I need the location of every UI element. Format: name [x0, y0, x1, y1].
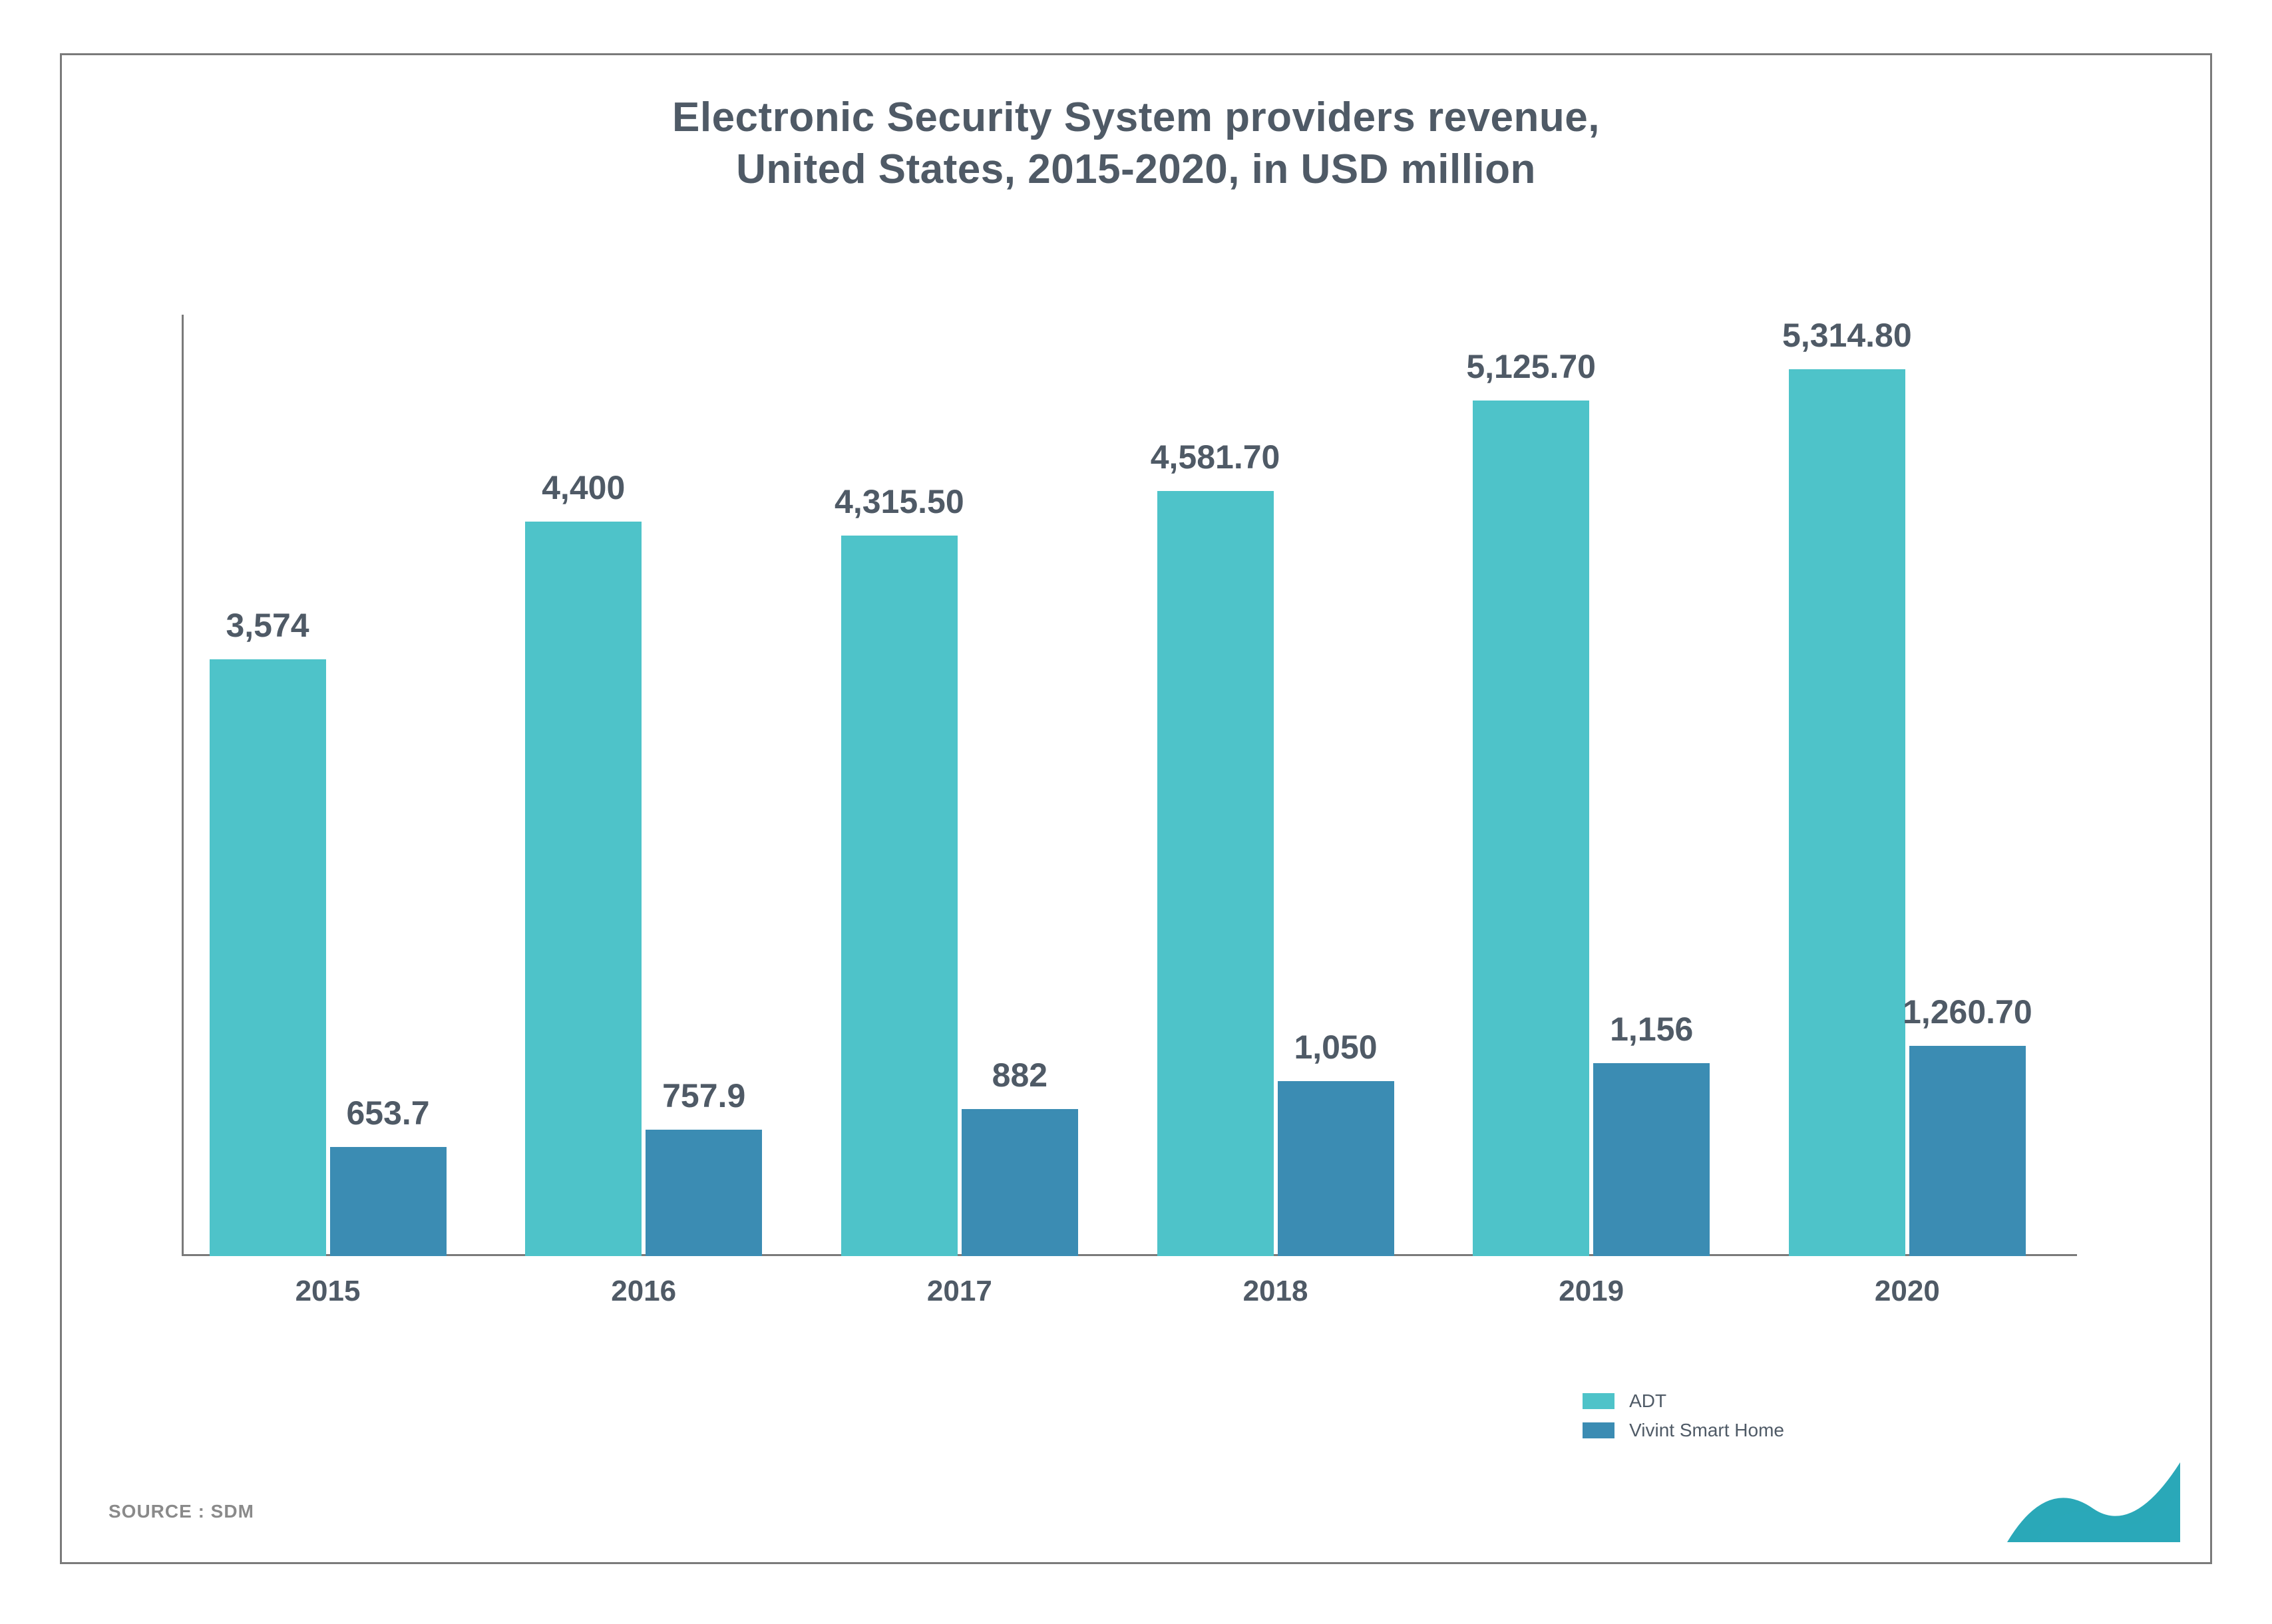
legend-swatch-icon	[1583, 1393, 1614, 1409]
legend-label: Vivint Smart Home	[1629, 1420, 1784, 1441]
legend: ADT Vivint Smart Home	[1583, 1390, 1784, 1449]
legend-swatch-icon	[1583, 1422, 1614, 1438]
bar-value-label: 1,156	[1477, 1010, 1826, 1049]
bar-value-label: 882	[845, 1056, 1195, 1094]
source-text: SOURCE : SDM	[108, 1501, 254, 1522]
bar: 653.7	[330, 1147, 447, 1256]
bar-value-label: 5,125.70	[1356, 347, 1706, 386]
bar-value-label: 757.9	[529, 1076, 878, 1115]
bar-value-label: 1,050	[1161, 1028, 1511, 1066]
bar: 5,125.70	[1473, 401, 1589, 1256]
chart-title-line1: Electronic Security System providers rev…	[62, 92, 2210, 144]
bar: 4,400	[525, 522, 642, 1256]
x-tick-label: 2019	[1473, 1275, 1710, 1308]
bar-group: 4,581.701,0502018	[1157, 321, 1394, 1256]
chart-title-line2: United States, 2015-2020, in USD million	[62, 144, 2210, 196]
x-tick-label: 2018	[1157, 1275, 1394, 1308]
brand-logo-icon	[2007, 1436, 2180, 1542]
bar-value-label: 5,314.80	[1672, 316, 2022, 355]
bar-value-label: 3,574	[93, 606, 443, 645]
x-tick-label: 2017	[841, 1275, 1078, 1308]
bar: 4,315.50	[841, 536, 958, 1256]
bar: 5,314.80	[1789, 369, 1905, 1256]
bar-value-label: 4,400	[409, 468, 758, 507]
x-tick-label: 2020	[1789, 1275, 2026, 1308]
bar-group: 3,574653.72015	[210, 321, 447, 1256]
legend-item: ADT	[1583, 1390, 1784, 1412]
bar: 757.9	[646, 1130, 762, 1256]
bar-value-label: 4,581.70	[1041, 438, 1390, 476]
chart-title: Electronic Security System providers rev…	[62, 92, 2210, 195]
bar: 882	[962, 1109, 1078, 1256]
bar-group: 5,125.701,1562019	[1473, 321, 1710, 1256]
source-attribution: SOURCE : SDM	[108, 1501, 254, 1522]
x-tick-label: 2015	[210, 1275, 447, 1308]
y-axis-line	[182, 315, 184, 1256]
bar: 4,581.70	[1157, 491, 1274, 1256]
plot-area: 3,574653.720154,400757.920164,315.508822…	[182, 321, 2077, 1256]
bar-value-label: 653.7	[214, 1094, 563, 1132]
chart-frame: Electronic Security System providers rev…	[60, 53, 2212, 1564]
legend-item: Vivint Smart Home	[1583, 1420, 1784, 1441]
bar-group: 5,314.801,260.702020	[1789, 321, 2026, 1256]
x-tick-label: 2016	[525, 1275, 762, 1308]
bar-value-label: 4,315.50	[725, 482, 1074, 521]
bar-value-label: 1,260.70	[1793, 993, 2142, 1031]
bar: 1,050	[1278, 1081, 1394, 1256]
bar: 1,156	[1593, 1063, 1710, 1256]
bar: 3,574	[210, 659, 326, 1256]
bar-group: 4,400757.92016	[525, 321, 762, 1256]
bar: 1,260.70	[1909, 1046, 2026, 1256]
legend-label: ADT	[1629, 1390, 1666, 1412]
